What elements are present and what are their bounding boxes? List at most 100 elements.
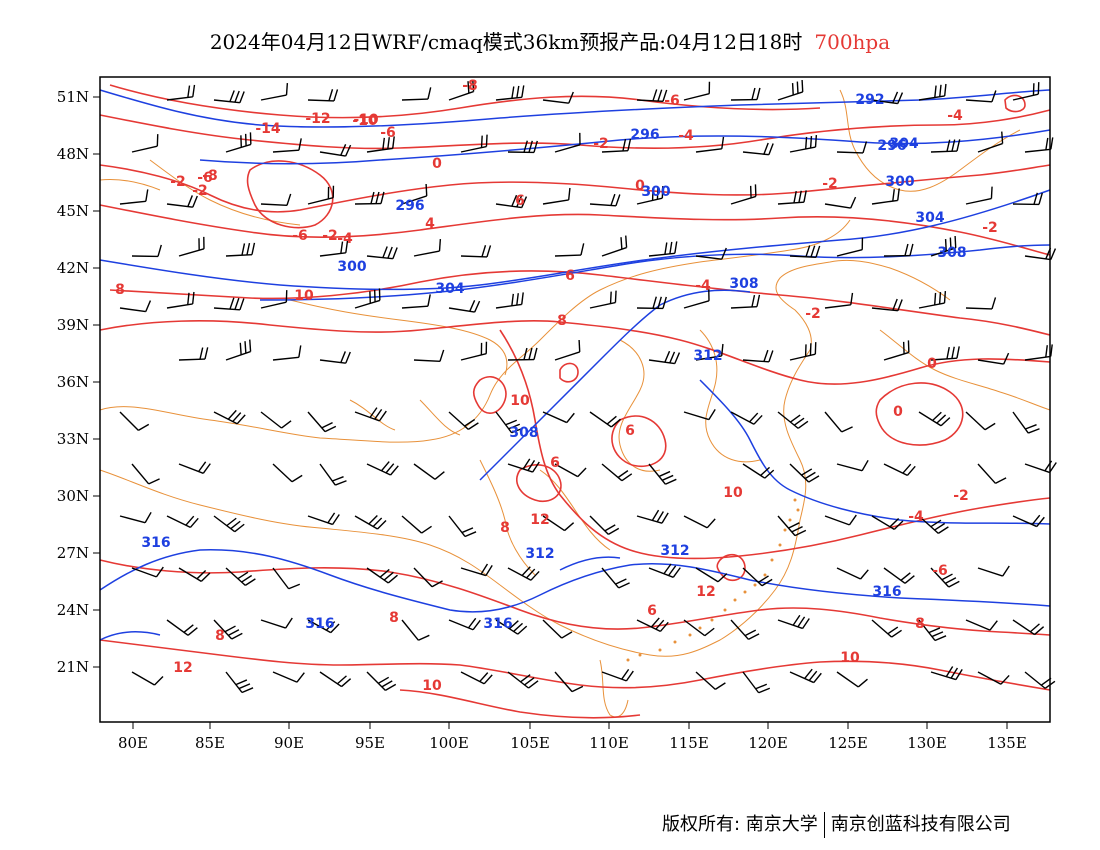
wind-barb: [413, 567, 443, 588]
title-text: 2024年04月12日WRF/cmaq模式36km预报产品:04月12日18时: [209, 30, 803, 54]
lon-tick-label: 125E: [828, 734, 868, 752]
wind-barb: [448, 411, 479, 430]
temperature-label: -4: [947, 108, 963, 124]
lat-tick-label: 30N: [57, 487, 89, 505]
wind-barb: [871, 619, 902, 638]
temperature-contour: [516, 464, 562, 502]
wind-barb: [730, 411, 763, 425]
wind-barb: [507, 566, 540, 581]
temperature-label: 6: [515, 193, 525, 209]
wind-barb: [131, 244, 162, 258]
wind-barb: [542, 91, 574, 104]
company-name: 南京创蓝科技有限公司: [830, 814, 1011, 835]
wind-barb: [977, 463, 1007, 484]
wind-barb: [307, 185, 335, 205]
temperature-label: -2: [170, 174, 186, 190]
wind-barb: [319, 351, 351, 364]
wind-barb: [777, 614, 810, 630]
wind-barb: [542, 515, 575, 532]
boundary-line: [775, 259, 951, 351]
lat-tick-label: 21N: [57, 658, 89, 676]
height-label: 296: [630, 127, 659, 143]
lat-tick-label: 24N: [57, 601, 89, 619]
wind-barb: [119, 189, 149, 205]
wind-barb: [354, 515, 387, 530]
contour-label-layer: -8-6-14-12 -10-6-6-2-4-8-20-2-10-6 -2 -40 -2…: [115, 78, 998, 694]
wind-barb: [871, 298, 903, 312]
coastline-dot: [778, 543, 782, 547]
wind-barb: [354, 191, 385, 205]
temperature-label: -6: [380, 125, 396, 141]
wind-barb: [977, 565, 1010, 577]
coastline-dot: [723, 608, 727, 612]
temperature-label: -10: [352, 113, 378, 129]
wind-barb: [166, 195, 198, 208]
wind-barb: [695, 567, 728, 583]
wind-barb: [260, 193, 292, 207]
lon-tick-label: 130E: [907, 734, 947, 752]
wind-barb: [683, 515, 716, 529]
wind-barb: [683, 81, 711, 101]
wind-barb: [507, 140, 538, 154]
wind-barb: [542, 619, 573, 639]
wind-barb: [836, 237, 864, 257]
wind-barb: [225, 242, 256, 257]
wind-barb: [1012, 619, 1045, 636]
wind-barb: [918, 515, 949, 534]
wind-barb: [730, 619, 760, 640]
temperature-label: 8: [500, 520, 510, 536]
wind-barb: [1024, 344, 1053, 361]
lon-tick-label: 80E: [118, 734, 148, 752]
wind-barb: [1024, 460, 1057, 474]
wind-barb: [824, 411, 853, 433]
longitude-axis: 80E 85E 90E 95E 100E 105E 110E 115E 120E 125E 130E…: [118, 722, 1027, 752]
wind-barb: [777, 190, 807, 205]
wind-barb: [648, 463, 677, 485]
height-contour: [259, 244, 1051, 301]
wind-barb: [789, 135, 818, 153]
height-label: 304: [889, 136, 918, 152]
wind-barb: [965, 90, 997, 103]
boundary-line: [879, 329, 1051, 411]
wind-barb: [730, 294, 761, 309]
lon-tick-label: 95E: [355, 734, 385, 752]
boundary-line: [99, 469, 501, 586]
wind-barb: [930, 666, 963, 681]
wind-barb: [824, 196, 857, 209]
wind-barb: [178, 347, 209, 361]
latitude-axis: 51N 48N 45N 42N 39N 36N 33N 30N 27N 24N 21N: [57, 88, 100, 676]
temperature-label: -2: [322, 228, 338, 244]
wind-barb: [260, 617, 293, 629]
temperature-label: 0: [432, 156, 442, 172]
pressure-level: 700hpa: [814, 30, 891, 54]
height-label: 308: [729, 276, 758, 292]
coastline-dot: [688, 633, 692, 637]
temperature-label: 8: [215, 628, 225, 644]
wind-barb: [366, 671, 397, 691]
wind-barb: [213, 515, 245, 533]
temperature-label: -4: [908, 509, 924, 525]
boundary-line: [289, 299, 508, 376]
wind-barb: [213, 90, 245, 104]
temperature-contour: [499, 329, 1051, 560]
lat-tick-label: 39N: [57, 316, 89, 334]
temperature-label: 6: [550, 455, 560, 471]
copyright-text: 版权所有: 南京大学: [662, 814, 818, 835]
wind-barb: [225, 132, 252, 153]
temperature-label: -4: [678, 128, 694, 144]
wind-barb: [601, 567, 630, 589]
temperature-label: 10: [723, 485, 743, 501]
wind-barb: [178, 567, 211, 582]
boundary-line: [479, 459, 536, 576]
wind-barb: [648, 563, 681, 578]
temperature-label: 12: [173, 660, 192, 676]
temperature-contour: [716, 553, 746, 582]
wind-barb: [307, 411, 337, 433]
temperature-label: 0: [927, 356, 937, 372]
wind-barb: [272, 567, 301, 590]
height-label: 304: [435, 281, 464, 297]
temperature-label: -2: [192, 183, 208, 199]
wind-barb: [824, 292, 854, 309]
wind-barb: [495, 619, 528, 635]
temperature-contour: [1004, 94, 1026, 113]
